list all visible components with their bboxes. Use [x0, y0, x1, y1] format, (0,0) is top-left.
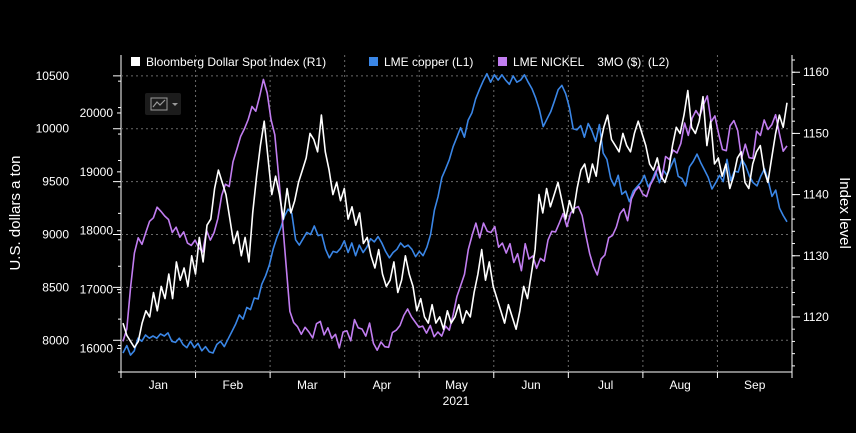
right-axis-label: Index level — [836, 177, 853, 249]
legend-swatch-usd — [131, 57, 140, 66]
left1-tick-label: 10500 — [36, 69, 70, 83]
x-tick-label: Mar — [297, 378, 318, 392]
left2-tick-label: 16000 — [80, 341, 114, 355]
right-axis-index-ticks: 1120 1130 1140 1150 1160 — [792, 59, 829, 367]
right-tick-label: 1150 — [803, 126, 829, 140]
x-axis-year-label: 2021 — [443, 394, 470, 408]
series-line-lme-copper — [122, 72, 788, 356]
right-tick-label: 1130 — [803, 249, 829, 263]
legend-swatch-nickel — [498, 57, 507, 66]
left1-tick-label: 9000 — [42, 228, 69, 242]
plot-frame — [120, 55, 793, 373]
series-line-lme-nickel — [122, 78, 788, 352]
right-tick-label: 1140 — [803, 188, 829, 202]
series-line-usd-index — [122, 89, 788, 349]
chart-subtitle: Nickel, copper led declines among base m… — [6, 26, 411, 41]
x-tick-label: Sep — [744, 378, 766, 392]
left1-tick-label: 8000 — [42, 333, 69, 347]
x-tick-label: Jan — [149, 378, 168, 392]
chart-type-button[interactable] — [145, 93, 181, 115]
x-tick-label: Apr — [373, 378, 392, 392]
chevron-down-icon — [172, 103, 178, 106]
line-chart-icon — [150, 97, 168, 111]
legend-swatch-copper — [369, 57, 378, 66]
legend: Bloomberg Dollar Spot Index (R1) LME cop… — [131, 55, 669, 69]
series-layer — [122, 72, 788, 356]
x-tick-label: Jun — [521, 378, 540, 392]
left1-tick-label: 10000 — [36, 122, 70, 136]
legend-label-copper: LME copper (L1) — [384, 55, 473, 69]
grid — [121, 55, 792, 372]
chart-title: Eyeing the Fed — [6, 7, 120, 24]
x-axis-month-ticks: Jan Feb Mar Apr May Jun Jul Aug Sep — [120, 372, 793, 392]
left-axis-label: U.S. dollars a ton — [7, 155, 24, 270]
legend-label-nickel: LME NICKEL 3MO ($) (L2) — [513, 55, 669, 69]
x-tick-label: Feb — [222, 378, 243, 392]
left2-tick-label: 20000 — [80, 106, 114, 120]
left2-tick-label: 18000 — [80, 224, 114, 238]
left1-tick-label: 8500 — [42, 280, 69, 294]
left2-tick-label: 17000 — [80, 283, 114, 297]
source-note: Source: London Metal Exchange — [10, 409, 212, 424]
right-tick-label: 1160 — [803, 65, 829, 79]
x-tick-label: May — [445, 378, 468, 392]
x-tick-label: Aug — [669, 378, 690, 392]
left2-tick-label: 19000 — [80, 165, 114, 179]
left-axis-nickel-ticks: 16000 17000 18000 19000 20000 — [80, 106, 121, 355]
x-tick-label: Jul — [598, 378, 613, 392]
left-axis-copper-ticks: 8000 8500 9000 9500 10000 10500 — [36, 69, 121, 373]
right-tick-label: 1120 — [803, 310, 829, 324]
legend-label-usd: Bloomberg Dollar Spot Index (R1) — [146, 55, 326, 69]
left1-tick-label: 9500 — [42, 175, 69, 189]
